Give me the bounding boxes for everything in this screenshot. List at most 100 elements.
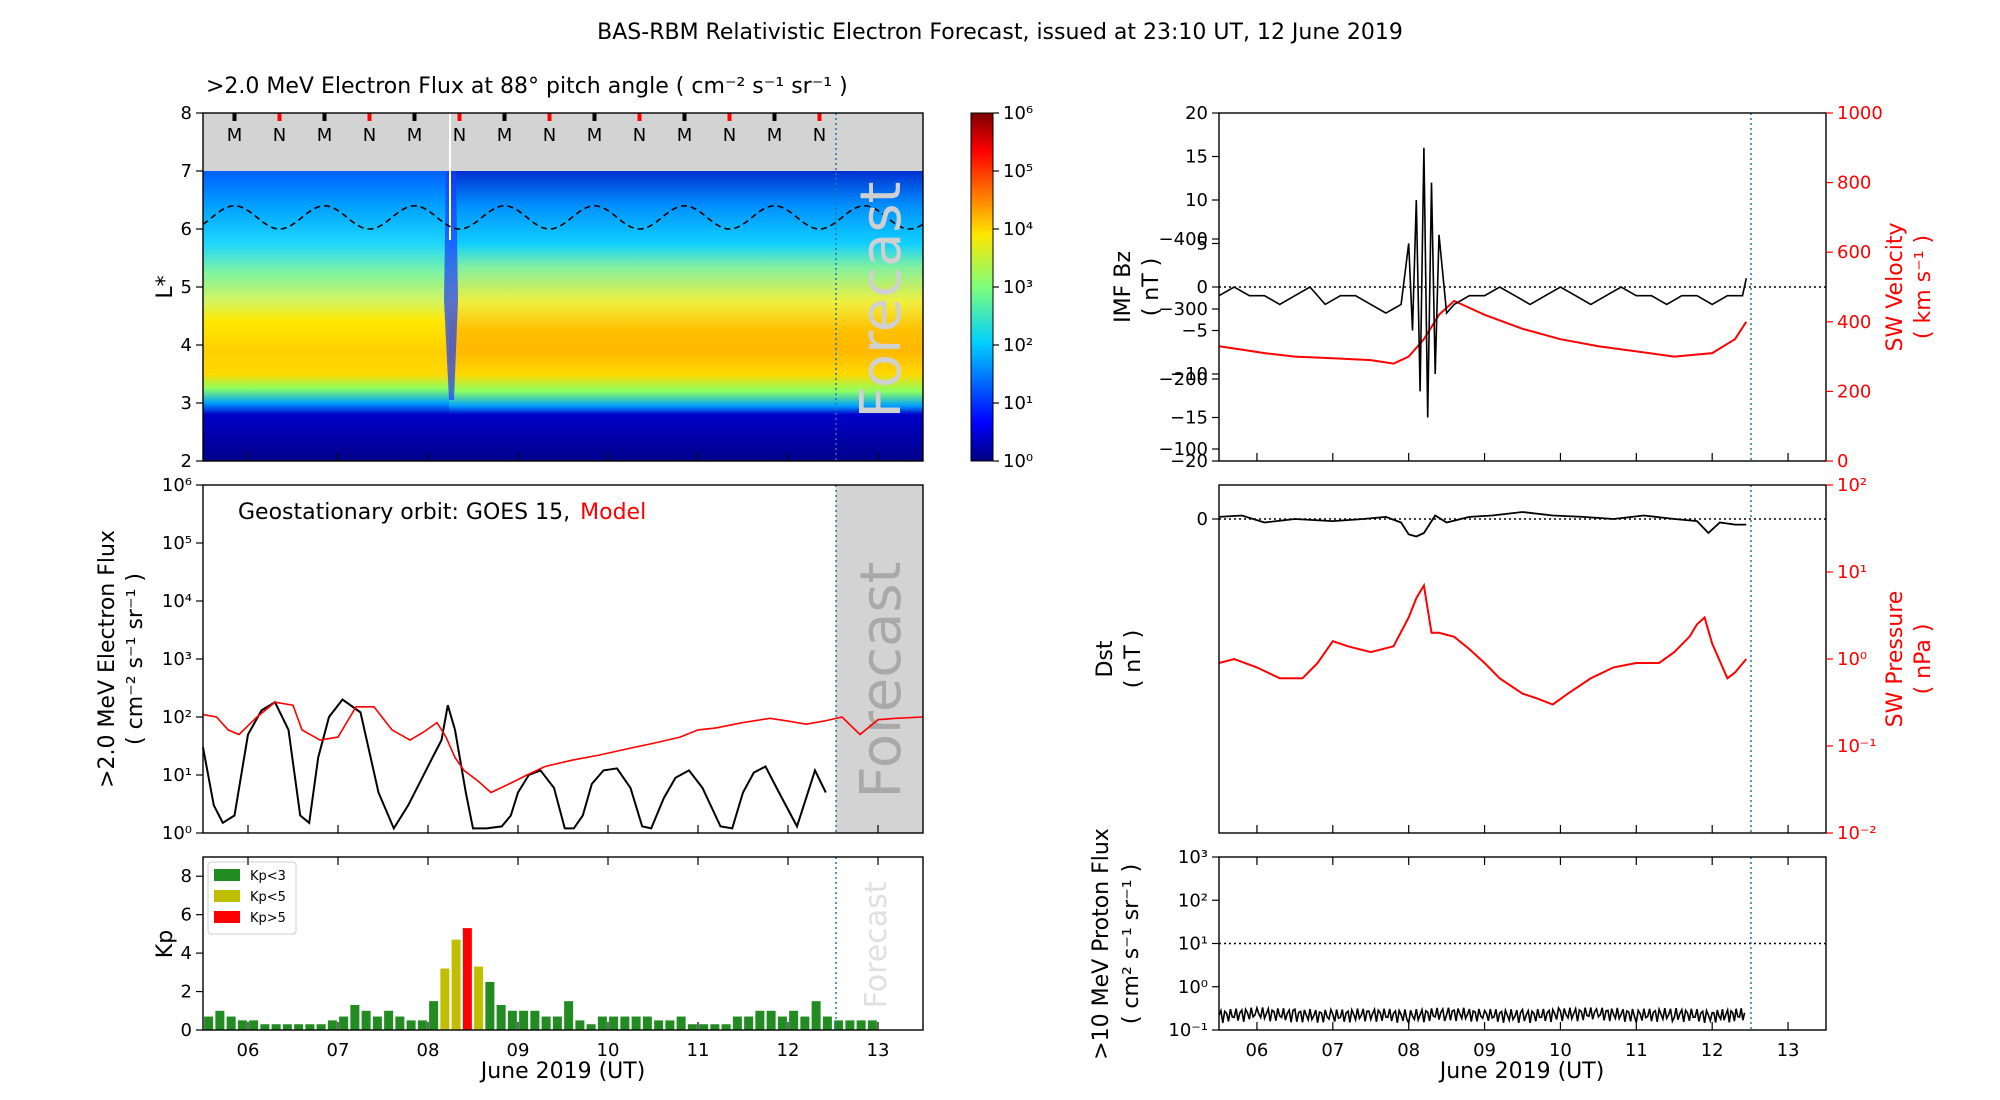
kp-bar bbox=[316, 1024, 326, 1030]
colorbar-tick-label: 10² bbox=[1003, 335, 1033, 356]
proton-panel: 10³ 10² 10¹ 10⁰ 10⁻¹ 06 07 08 09 10 11 12 13 >10 Me… bbox=[1089, 828, 1827, 1084]
kp-bar bbox=[721, 1024, 731, 1030]
lstar-title: >2.0 MeV Electron Flux at 88° pitch angl… bbox=[206, 74, 848, 99]
y-tick-label: 0 bbox=[1197, 277, 1208, 298]
lstar-ylabel: L* bbox=[153, 275, 178, 298]
y-tick-label: 8 bbox=[181, 103, 192, 124]
mn-label: N bbox=[453, 125, 466, 146]
y-tick-label: 4 bbox=[181, 335, 192, 356]
dst-ylabel-right-1: SW Pressure bbox=[1883, 591, 1908, 728]
kp-bar bbox=[361, 1010, 371, 1030]
x-tick-label: 09 bbox=[507, 1040, 530, 1061]
y-tick-label: −300 bbox=[1159, 299, 1208, 320]
x-tick-label: 12 bbox=[777, 1040, 800, 1061]
dst-ylabel-2: ( nT ) bbox=[1121, 630, 1146, 689]
colorbar-tick-label: 10⁶ bbox=[1003, 103, 1033, 124]
lstar-heatmap-pre bbox=[203, 171, 449, 461]
kp-bar bbox=[451, 939, 461, 1030]
kp-bar bbox=[665, 1020, 675, 1030]
y-tick-label: 10⁻¹ bbox=[1168, 1020, 1208, 1041]
kp-forecast-label: Forecast bbox=[859, 881, 894, 1008]
mn-marker bbox=[277, 113, 282, 121]
y-tick-label: −20 bbox=[1170, 451, 1208, 472]
x-tick-label: 06 bbox=[1245, 1040, 1268, 1061]
y-tick-label: 0 bbox=[1197, 509, 1208, 530]
kp-legend-swatch bbox=[214, 911, 240, 923]
mn-label: M bbox=[227, 125, 243, 146]
dst-yticks: 0−100−200−300−400 bbox=[1159, 229, 1789, 833]
proton-ylabel-2: ( cm² s⁻¹ sr⁻¹ ) bbox=[1119, 864, 1144, 1024]
dst-frame bbox=[1218, 484, 1827, 834]
colorbar-tick-label: 10³ bbox=[1003, 277, 1033, 298]
kp-bar bbox=[541, 1016, 551, 1030]
imf-ylabel-2: ( nT ) bbox=[1139, 258, 1164, 317]
mn-label: N bbox=[633, 125, 646, 146]
kp-ylabel: Kp bbox=[153, 930, 178, 958]
dst-ylabel-right-2: ( nPa ) bbox=[1911, 624, 1936, 695]
kp-xlabel: June 2019 (UT) bbox=[479, 1059, 646, 1084]
kp-bar bbox=[755, 1010, 765, 1030]
imf-yticks: 20 15 10 5 0 −5 −10 −15 −20 bbox=[1170, 103, 1789, 472]
dst-ylabel-1: Dst bbox=[1093, 640, 1118, 677]
kp-bar bbox=[575, 1020, 585, 1030]
kp-bar bbox=[350, 1005, 360, 1030]
kp-bar bbox=[260, 1024, 270, 1030]
y-tick-label: 10¹ bbox=[1178, 934, 1208, 955]
mn-marker bbox=[547, 113, 552, 121]
y-tick-label: 10⁰ bbox=[1178, 977, 1208, 998]
mn-marker bbox=[502, 113, 507, 121]
mn-label: N bbox=[543, 125, 556, 146]
x-tick-label: 09 bbox=[1473, 1040, 1496, 1061]
x-tick-label: 10 bbox=[597, 1040, 620, 1061]
y-tick-label: 20 bbox=[1185, 103, 1208, 124]
kp-bar bbox=[372, 1016, 382, 1030]
proton-xticks: 06 07 08 09 10 11 12 13 bbox=[1245, 857, 1800, 1061]
y-tick-label: 5 bbox=[1197, 234, 1208, 255]
mn-label: N bbox=[273, 125, 286, 146]
geo-ylabel-2: ( cm⁻² s⁻¹ sr⁻¹ ) bbox=[123, 573, 148, 745]
y-tick-label-right: 0 bbox=[1837, 451, 1848, 472]
kp-yticks: 0 2 4 6 8 bbox=[181, 866, 203, 1041]
x-tick-label: 11 bbox=[1625, 1040, 1648, 1061]
colorbar-tick-label: 10¹ bbox=[1003, 393, 1033, 414]
geo-annotation-prefix: Geostationary orbit: GOES 15, bbox=[238, 500, 570, 525]
dst-line bbox=[1218, 511, 1747, 538]
y-tick-label-right: 10¹ bbox=[1837, 562, 1867, 583]
lstar-panel: >2.0 MeV Electron Flux at 88° pitch angl… bbox=[153, 74, 1033, 472]
kp-bar bbox=[586, 1024, 596, 1030]
y-tick-label-right: 10² bbox=[1837, 475, 1867, 496]
geo-panel: Forecast Geostationary orbit: GOES 15, Mo… bbox=[95, 475, 924, 844]
colorbar-ticks: 10⁰ 10¹ 10² 10³ 10⁴ 10⁵ 10⁶ bbox=[993, 103, 1033, 472]
lstar-data-gap bbox=[203, 113, 923, 171]
kp-bar bbox=[867, 1020, 877, 1030]
kp-bar bbox=[417, 1020, 427, 1030]
kp-legend-label: Kp<5 bbox=[250, 890, 286, 905]
kp-bar bbox=[620, 1016, 630, 1030]
kp-bar bbox=[327, 1020, 337, 1030]
kp-bar bbox=[462, 928, 472, 1030]
geo-goes-line bbox=[202, 698, 827, 831]
mn-label: N bbox=[363, 125, 376, 146]
x-tick-label: 08 bbox=[417, 1040, 440, 1061]
mn-marker bbox=[367, 113, 372, 121]
mn-marker bbox=[232, 113, 237, 121]
kp-panel: Forecast Kp<3 Kp<5 Kp>5 0 2 4 6 8 06 07 08 09 10 11… bbox=[153, 856, 924, 1084]
y-tick-label-right: 600 bbox=[1837, 242, 1871, 263]
kp-bar bbox=[429, 1001, 439, 1030]
y-tick-label-right: 200 bbox=[1837, 381, 1871, 402]
kp-bar bbox=[485, 981, 495, 1030]
kp-bar bbox=[305, 1024, 315, 1030]
kp-bar bbox=[384, 1010, 394, 1030]
mn-label: M bbox=[767, 125, 783, 146]
kp-bar bbox=[699, 1024, 709, 1030]
geo-frame bbox=[202, 484, 924, 834]
kp-bar bbox=[800, 1016, 810, 1030]
lstar-forecast-label: Forecast bbox=[849, 182, 914, 419]
kp-bar bbox=[519, 1010, 529, 1030]
kp-bar bbox=[811, 1001, 821, 1030]
proton-flux-line bbox=[1218, 1005, 1746, 1026]
geo-yticks: 10⁰ 10¹ 10² 10³ 10⁴ 10⁵ 10⁶ bbox=[162, 475, 879, 844]
x-tick-label: 12 bbox=[1701, 1040, 1724, 1061]
mn-label: M bbox=[407, 125, 423, 146]
